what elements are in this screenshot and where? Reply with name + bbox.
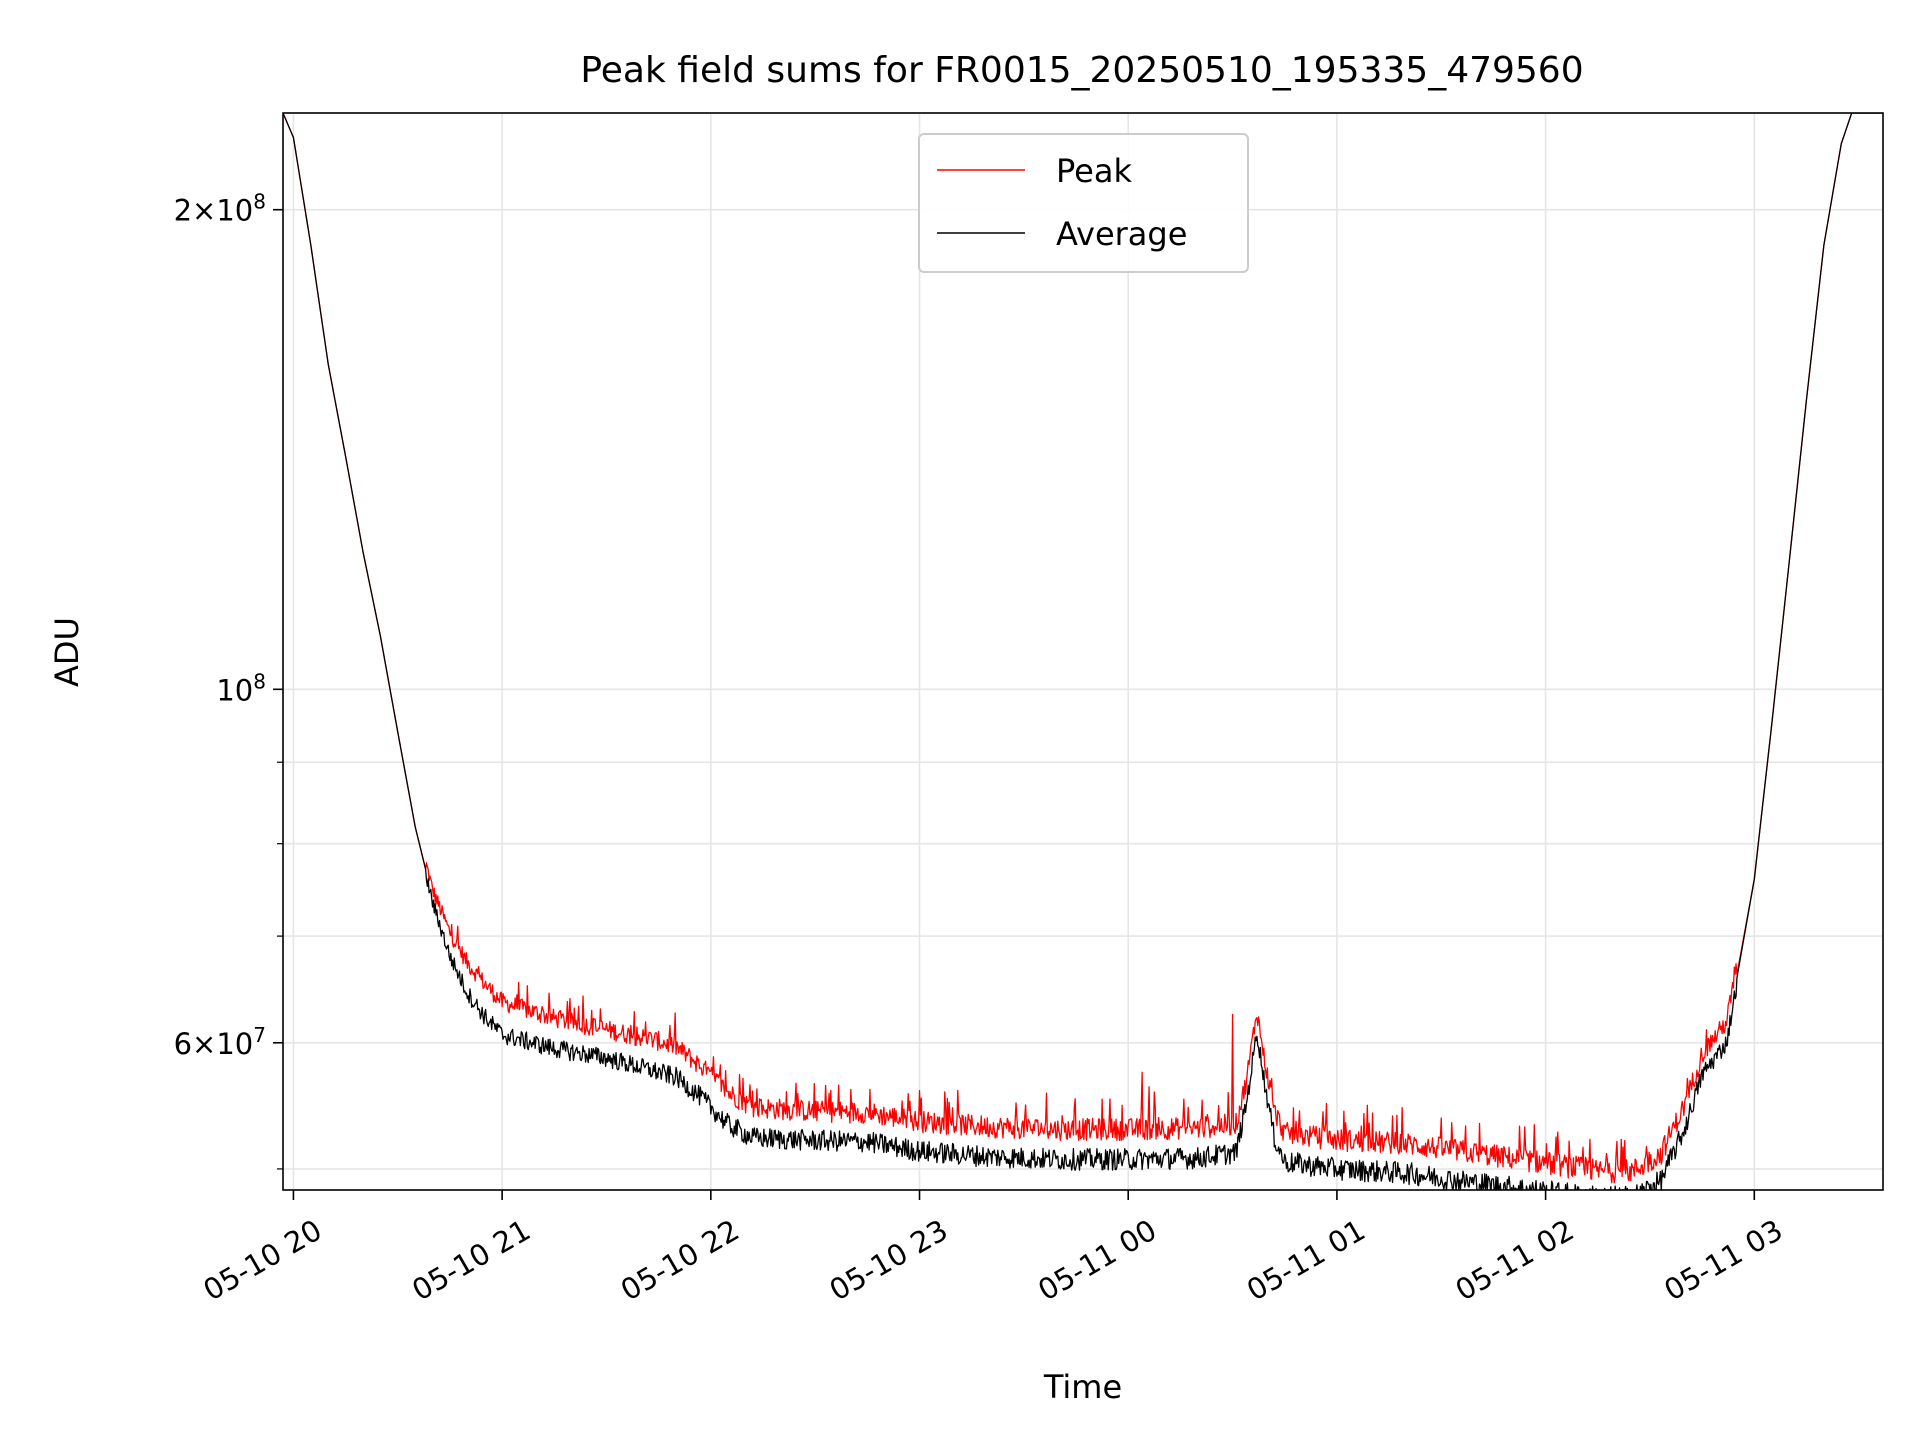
series-line-average [283, 113, 1883, 1190]
series-lines [283, 113, 1883, 1190]
series-line-peak [283, 113, 1883, 1184]
legend: Peak Average [918, 133, 1249, 273]
chart-title: Peak field sums for FR0015_20250510_1953… [580, 50, 1583, 91]
y-tick-label: 2×108 [174, 190, 266, 228]
y-axis-label: ADU [48, 617, 86, 687]
grid [283, 113, 1883, 1190]
y-axis: 2×108 108 6×107 [174, 190, 283, 1170]
legend-label-average: Average [1056, 215, 1187, 253]
legend-box [918, 133, 1249, 273]
y-tick-label: 6×107 [174, 1023, 266, 1061]
y-tick-label: 108 [216, 669, 266, 707]
legend-label-peak: Peak [1056, 152, 1132, 190]
plot-area-frame [282, 112, 1884, 1191]
x-axis-label: Time [1043, 1368, 1122, 1406]
